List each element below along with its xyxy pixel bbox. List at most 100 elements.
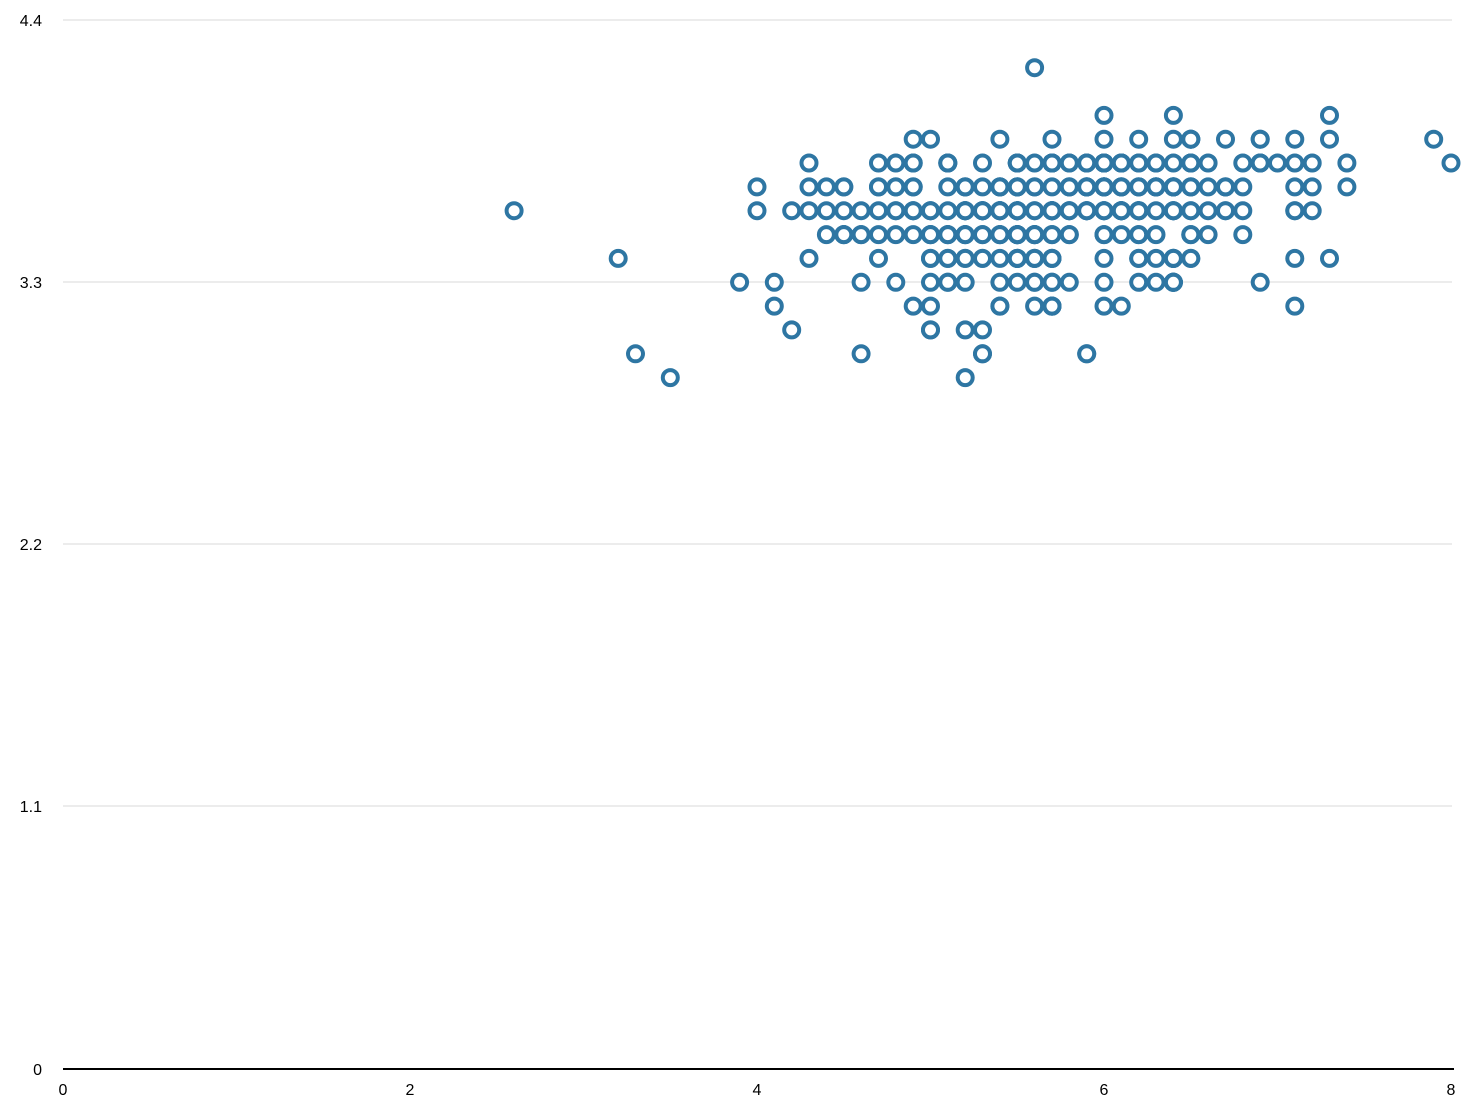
data-point [1163,272,1183,292]
data-point [1007,248,1027,268]
data-point [921,248,940,268]
data-point [869,201,888,221]
data-point [1198,177,1218,197]
data-point [938,201,958,221]
data-point [1424,129,1444,149]
data-point [903,129,923,149]
data-point [1025,272,1045,292]
x-tick-label-6: 6 [1100,1082,1109,1099]
data-point [1163,248,1183,268]
data-point [938,177,958,197]
data-point [973,153,992,173]
data-point [851,201,871,221]
data-point [1007,153,1027,173]
data-point [504,201,524,221]
data-point [886,153,906,173]
data-point [1042,248,1062,268]
data-point [1233,225,1253,245]
data-point [1094,272,1114,292]
data-point [1094,201,1114,221]
data-point [973,225,992,245]
data-point [1094,105,1114,125]
data-point [1059,153,1079,173]
data-point [990,129,1010,149]
data-point [1320,105,1339,125]
data-point [973,320,992,340]
data-point [816,225,836,245]
data-point [1285,177,1305,197]
data-point [921,272,940,292]
data-point [1181,129,1201,149]
data-point [1111,177,1131,197]
data-point [834,177,854,197]
y-tick-label-4.4: 4.4 [20,13,42,30]
data-point [1111,225,1131,245]
data-point [1025,296,1045,316]
data-point [1181,201,1201,221]
x-tick-label-4: 4 [753,1082,762,1099]
data-point [1250,272,1270,292]
data-point [921,296,940,316]
data-point [1042,296,1062,316]
data-point [1042,225,1062,245]
data-point [1320,248,1339,268]
data-point [973,201,992,221]
data-point [1163,129,1183,149]
data-point [1198,225,1218,245]
data-point [660,368,680,388]
data-point [990,225,1010,245]
data-point [1233,201,1253,221]
data-point [1129,153,1149,173]
y-tick-label-3.3: 3.3 [20,275,42,292]
data-point [730,272,750,292]
data-point [1250,153,1270,173]
data-point [764,296,784,316]
x-tick-label-0: 0 [59,1082,68,1099]
data-point [1337,153,1357,173]
data-point [1163,201,1183,221]
data-point [1025,58,1045,78]
data-point [921,129,940,149]
data-point [955,225,975,245]
data-point [1198,153,1218,173]
data-point [1025,153,1045,173]
data-point [921,320,940,340]
data-point [1285,248,1305,268]
data-point [1250,129,1270,149]
data-point [990,248,1010,268]
y-axis-tick-labels: 4.4 3.3 2.2 1.1 0 [20,13,42,1079]
data-point [1146,153,1166,173]
data-point [816,177,836,197]
data-point [955,272,975,292]
data-point [1025,225,1045,245]
data-point [973,177,992,197]
data-point [1146,272,1166,292]
data-point [1059,225,1079,245]
data-point [903,201,923,221]
data-point [1302,177,1322,197]
data-point [1077,344,1097,364]
data-point [1042,129,1062,149]
data-point [1146,248,1166,268]
data-point [903,153,923,173]
data-point [1094,225,1114,245]
data-point [990,177,1010,197]
data-point [903,225,923,245]
data-point [869,177,888,197]
data-point [973,248,992,268]
y-tick-label-1.1: 1.1 [20,799,42,816]
data-point [626,344,645,364]
data-point [955,177,975,197]
data-point [1302,153,1322,173]
data-point [1268,153,1287,173]
data-point [1007,177,1027,197]
data-point [1163,177,1183,197]
data-point [886,225,906,245]
data-point [1302,201,1322,221]
data-point [886,177,906,197]
data-point [1077,201,1097,221]
data-point [1146,201,1166,221]
data-point [1007,225,1027,245]
data-point [886,201,906,221]
data-point [1198,201,1218,221]
